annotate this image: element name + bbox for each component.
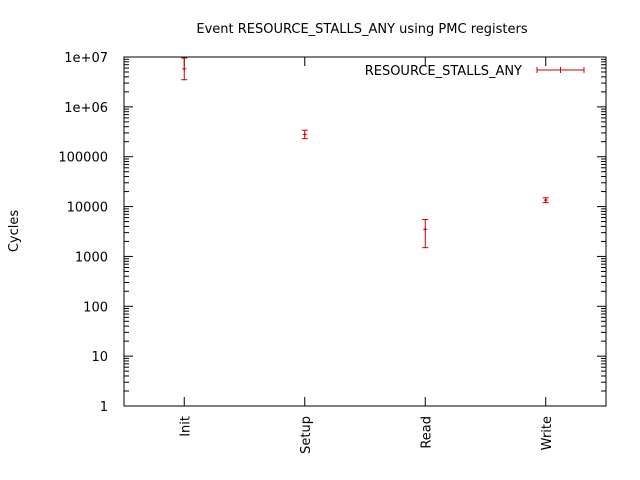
errorbar-point [181, 57, 188, 81]
y-axis-title: Cycles [7, 210, 22, 253]
x-tick-label: Setup [299, 416, 314, 454]
y-tick-label: 1000 [75, 250, 108, 265]
y-tick-label: 10000 [67, 201, 108, 216]
legend-label: RESOURCE_STALLS_ANY [365, 64, 522, 79]
y-axis-ticks: 1 10 100 1000 10000 100000 1e+06 1e+07 [58, 51, 606, 415]
chart-title: Event RESOURCE_STALLS_ANY using PMC regi… [196, 22, 527, 37]
y-tick-label: 100 [83, 300, 108, 315]
y-tick-label: 100000 [58, 151, 108, 166]
errorbar-point [542, 197, 549, 204]
plot-frame [123, 56, 607, 407]
series-layer [181, 57, 549, 249]
legend: RESOURCE_STALLS_ANY [365, 64, 585, 79]
x-tick-label: Init [178, 416, 193, 437]
x-tick-label: Read [419, 416, 434, 449]
x-tick-label: Write [540, 416, 555, 450]
x-axis-ticks: Init Setup Read Write [178, 57, 555, 454]
y-tick-label: 1e+06 [64, 101, 108, 116]
errorbar-point [301, 129, 308, 140]
y-tick-label: 1e+07 [64, 51, 108, 66]
y-tick-label: 10 [91, 350, 108, 365]
errorbar-point [422, 219, 429, 249]
y-tick-label: 1 [100, 400, 108, 415]
